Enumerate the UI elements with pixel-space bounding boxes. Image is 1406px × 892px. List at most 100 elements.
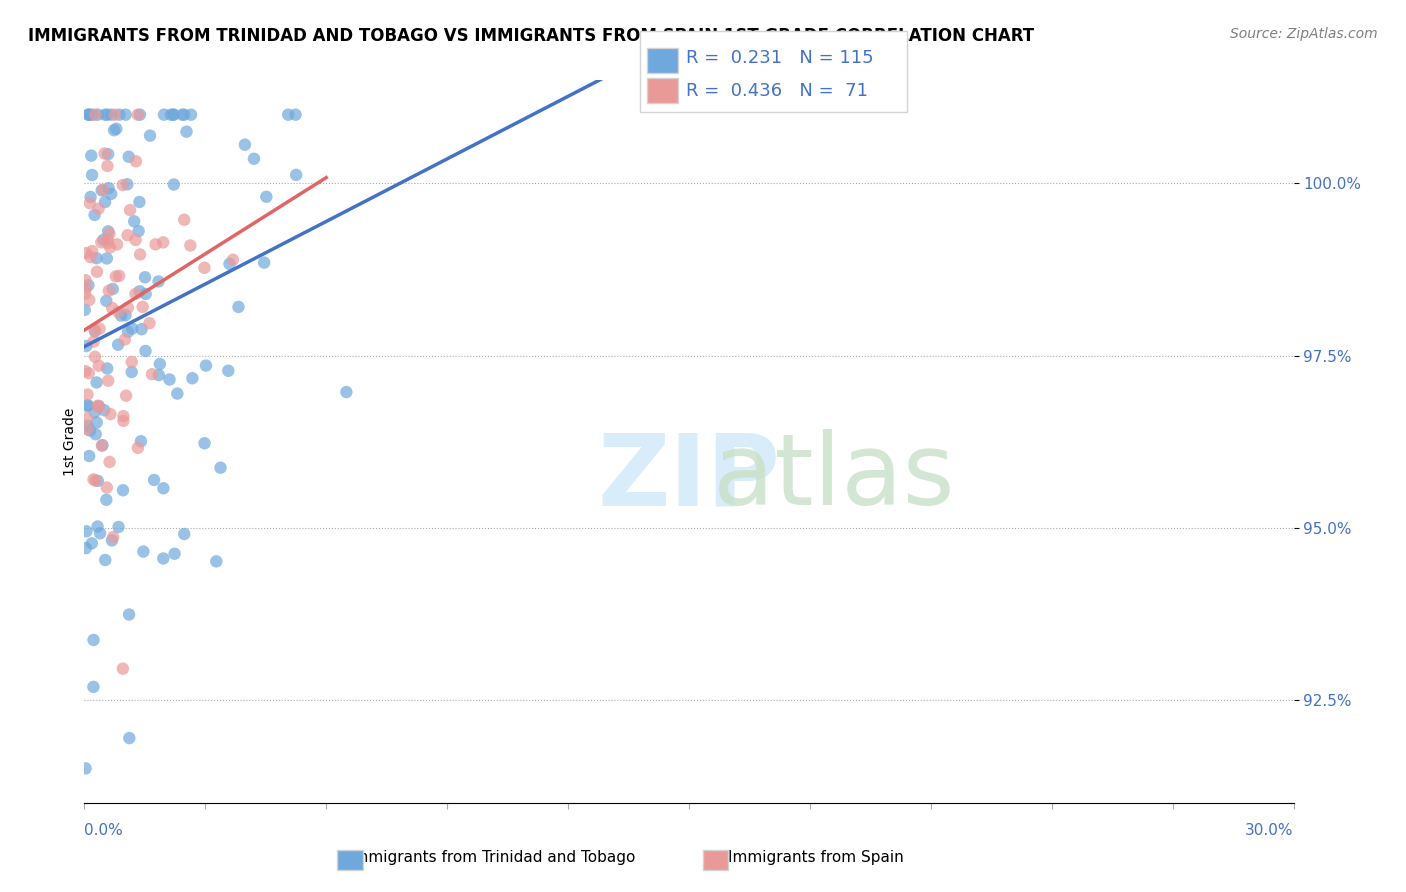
Point (222, 252, 245, 267)
Y-axis label: 1st Grade: 1st Grade (63, 408, 77, 475)
Point (152, 551, 174, 566)
Point (120, 203, 142, 218)
Point (117, 301, 139, 315)
Point (218, 257, 240, 271)
Point (111, 483, 134, 498)
Point (209, 460, 232, 475)
Point (152, 235, 174, 250)
Point (193, 260, 215, 275)
Point (148, 368, 170, 382)
Point (335, 385, 357, 400)
Point (122, 214, 145, 228)
Point (149, 357, 172, 371)
Point (83, 472, 105, 486)
Point (75, 541, 97, 555)
Point (129, 434, 152, 449)
Point (181, 371, 204, 385)
Point (79, 424, 101, 438)
Point (101, 533, 124, 548)
Point (152, 481, 174, 495)
Point (75, 286, 97, 301)
Point (132, 544, 155, 558)
Point (107, 337, 129, 351)
Point (96, 252, 118, 266)
Point (94, 194, 117, 209)
Point (93, 403, 115, 417)
Point (124, 286, 146, 301)
Point (101, 282, 124, 296)
Point (172, 108, 194, 122)
Point (254, 190, 277, 204)
Point (100, 186, 122, 201)
Point (179, 238, 201, 252)
Point (89, 322, 111, 336)
Point (86, 519, 108, 533)
Point (87, 108, 110, 122)
Point (76, 422, 98, 436)
Point (90, 235, 112, 250)
Point (77, 108, 100, 122)
Point (125, 154, 148, 169)
Point (101, 530, 124, 544)
Point (76, 399, 98, 413)
Point (131, 300, 153, 314)
Point (173, 108, 195, 122)
Point (83, 405, 105, 419)
Point (253, 255, 276, 269)
Point (143, 473, 166, 487)
Point (105, 237, 128, 252)
Point (96, 293, 118, 308)
Point (112, 414, 135, 428)
Point (153, 108, 176, 122)
Point (118, 150, 141, 164)
Point (98, 227, 121, 241)
Point (84, 350, 107, 364)
Text: R =  0.436   N =  71: R = 0.436 N = 71 (686, 82, 868, 100)
Point (205, 554, 228, 568)
Point (173, 527, 195, 541)
Point (77, 398, 100, 412)
Point (97, 374, 120, 388)
Point (90, 183, 112, 197)
Point (75, 761, 97, 775)
Point (76, 524, 98, 539)
Point (129, 247, 152, 261)
Point (90, 439, 112, 453)
Point (97, 233, 120, 247)
Point (83, 323, 105, 337)
Point (94, 108, 117, 122)
Point (277, 108, 299, 122)
Point (91, 438, 114, 452)
Point (75, 246, 97, 260)
Point (82, 244, 104, 258)
Point (77, 108, 100, 122)
Point (93, 146, 115, 161)
Text: atlas: atlas (713, 429, 955, 526)
Point (110, 309, 132, 323)
Point (104, 269, 127, 284)
Point (76, 387, 98, 401)
Point (77, 449, 100, 463)
Point (77, 108, 100, 122)
Point (79, 196, 101, 211)
Point (97, 235, 120, 250)
Point (100, 407, 122, 421)
Point (162, 108, 184, 122)
Point (176, 125, 198, 139)
Point (233, 137, 256, 152)
Point (108, 108, 131, 122)
Point (162, 108, 184, 122)
Point (103, 123, 125, 137)
Point (111, 662, 134, 676)
Point (84, 427, 107, 442)
Point (114, 333, 136, 347)
Point (121, 321, 143, 335)
Point (115, 389, 138, 403)
Point (118, 731, 141, 745)
Point (77, 366, 100, 380)
Text: Source: ZipAtlas.com: Source: ZipAtlas.com (1230, 27, 1378, 41)
Point (84, 324, 107, 338)
Point (94, 553, 117, 567)
Point (87, 202, 110, 216)
Point (141, 368, 163, 382)
